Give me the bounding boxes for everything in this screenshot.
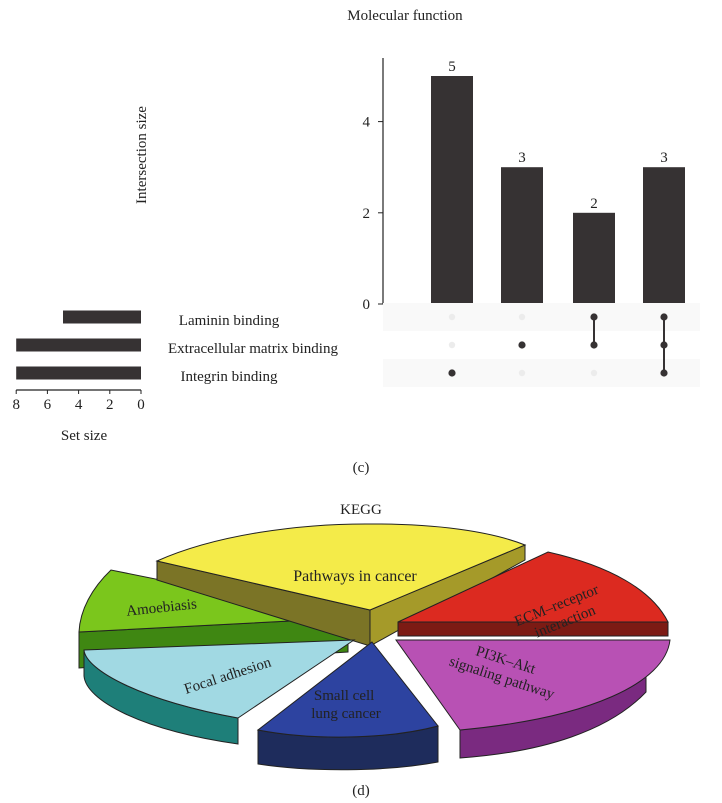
upset-y-axis-label: Intersection size: [134, 106, 150, 204]
y-tick-label: 2: [363, 206, 371, 222]
pie-3d: Pathways in cancer Amoebiasis Focal adhe…: [79, 524, 670, 770]
matrix-dot-empty: [591, 370, 597, 376]
panel-label-c: (c): [353, 460, 370, 476]
pie-label-pathways-in-cancer: Pathways in cancer: [293, 568, 417, 585]
matrix-row-stripe: [383, 303, 700, 331]
y-tick-label: 4: [363, 115, 371, 131]
matrix-dot-filled: [590, 313, 597, 320]
matrix-row-stripe: [383, 331, 700, 359]
set-size-tick-label: 8: [12, 397, 20, 413]
pie-title: KEGG: [340, 502, 382, 518]
matrix-dot-empty: [449, 314, 455, 320]
matrix-dot-empty: [449, 342, 455, 348]
matrix-dot-filled: [590, 341, 597, 348]
intersection-bar: [643, 167, 685, 304]
matrix-dot-empty: [519, 314, 525, 320]
set-size-tick-label: 2: [106, 397, 114, 413]
panel-label-d: (d): [352, 783, 370, 799]
set-size-tick-label: 6: [44, 397, 52, 413]
matrix-dot-filled: [660, 341, 667, 348]
set-size-tick-label: 0: [137, 397, 145, 413]
bar-value-label: 2: [590, 196, 598, 212]
matrix-row-stripe: [383, 359, 700, 387]
bar-value-label: 5: [448, 59, 456, 75]
intersection-bar: [501, 167, 543, 304]
intersection-bar: [431, 76, 473, 304]
set-size-tick-label: 4: [75, 397, 83, 413]
set-name-label: Integrin binding: [180, 369, 278, 385]
matrix-dot-filled: [518, 341, 525, 348]
bar-value-label: 3: [660, 150, 668, 166]
set-name-label: Laminin binding: [179, 313, 280, 329]
matrix-dot-empty: [519, 370, 525, 376]
matrix-dot-filled: [660, 313, 667, 320]
set-size-bar: [16, 339, 141, 352]
upset-title: Molecular function: [347, 8, 463, 24]
set-size-axis-label: Set size: [61, 428, 108, 444]
set-size-bar: [16, 367, 141, 380]
set-size-bar: [63, 311, 141, 324]
intersection-bar: [573, 213, 615, 304]
matrix-dot-filled: [448, 369, 455, 376]
bar-value-label: 3: [518, 150, 526, 166]
y-tick-label: 0: [363, 297, 371, 313]
set-name-label: Extracellular matrix binding: [168, 341, 338, 357]
matrix-dot-filled: [660, 369, 667, 376]
